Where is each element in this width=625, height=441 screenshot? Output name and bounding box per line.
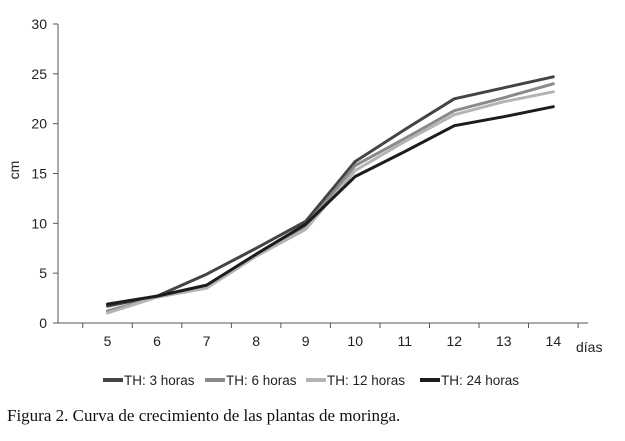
y-axis-title: cm — [6, 161, 22, 180]
x-tick-label: 12 — [446, 333, 462, 349]
x-tick-label: 14 — [546, 333, 562, 349]
y-tick-label: 15 — [31, 166, 47, 182]
y-tick-label: 25 — [31, 66, 47, 82]
x-tick-label: 11 — [397, 333, 412, 349]
y-tick-label: 0 — [39, 315, 47, 331]
series-line-1 — [106, 75, 555, 308]
y-tick-label: 10 — [31, 215, 47, 231]
legend-label-2: TH: 6 horas — [226, 373, 297, 388]
x-tick-label: 9 — [302, 333, 310, 349]
x-tick-label: 10 — [347, 333, 363, 349]
legend-label-4: TH: 24 horas — [441, 373, 519, 388]
growth-line-chart: 0 5 10 15 20 25 30 5 6 7 8 9 10 11 12 13 14 cm días TH:… — [6, 16, 602, 388]
chart-legend: TH: 3 horas TH: 6 horas TH: 12 horas TH: 24… — [103, 373, 519, 388]
x-tick-label: 13 — [496, 333, 512, 349]
figure-caption: Figura 2. Curva de crecimiento de las pl… — [7, 406, 401, 425]
legend-label-1: TH: 3 horas — [124, 373, 195, 388]
x-tick-label: 5 — [104, 333, 112, 349]
x-axis-title: días — [576, 339, 602, 355]
y-tick-label: 5 — [39, 265, 47, 281]
chart-axes — [57, 24, 588, 324]
y-tick-label: 30 — [31, 16, 47, 32]
legend-label-3: TH: 12 horas — [327, 373, 405, 388]
x-tick-label: 8 — [252, 333, 260, 349]
x-tick-label: 7 — [203, 333, 211, 349]
y-axis-ticks: 0 5 10 15 20 25 30 — [31, 16, 58, 331]
series-line-4 — [106, 105, 555, 306]
y-tick-label: 20 — [31, 116, 47, 132]
series-line-2 — [106, 82, 555, 313]
x-axis-ticks: 5 6 7 8 9 10 11 12 13 14 — [82, 323, 579, 349]
x-tick-label: 6 — [153, 333, 161, 349]
series-lines — [106, 75, 555, 315]
